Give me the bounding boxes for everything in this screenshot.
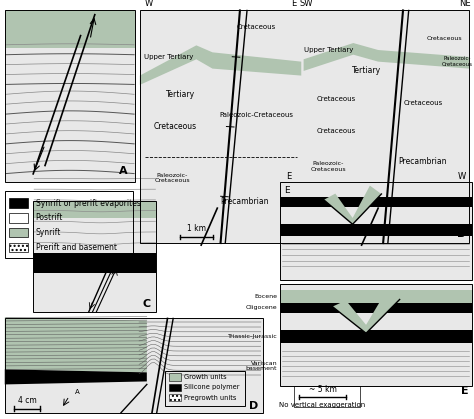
Text: Growth units: Growth units [184,374,227,380]
Text: Variscan
basement: Variscan basement [246,361,277,371]
Polygon shape [324,186,382,224]
Bar [169,384,181,391]
Polygon shape [140,45,301,85]
Text: Cretaceous: Cretaceous [403,101,443,106]
Bar [140,10,469,243]
Text: Postrift: Postrift [36,213,63,222]
Text: D: D [249,401,258,411]
Text: E: E [292,0,297,8]
Text: Paleozoic-
Cretaceous: Paleozoic- Cretaceous [310,161,346,172]
Bar [5,10,135,182]
Text: Cretaceous: Cretaceous [317,96,356,102]
Text: Paleozoic-
Cretaceous: Paleozoic- Cretaceous [155,173,190,183]
Text: Precambrian: Precambrian [399,157,447,166]
Text: A: A [119,166,128,176]
Text: W: W [458,173,466,181]
Bar [9,243,28,252]
Bar [280,182,472,280]
Text: Cretaceous: Cretaceous [427,36,462,41]
Text: Paleozoic-Cretaceous: Paleozoic-Cretaceous [219,112,293,118]
Text: 4 cm: 4 cm [18,396,36,405]
Bar [5,48,135,73]
Text: Oligocene: Oligocene [246,305,277,310]
Text: Synrift or prerift evaporites: Synrift or prerift evaporites [36,199,140,207]
Bar [280,284,472,386]
Bar [33,253,156,273]
Bar [9,228,28,238]
Bar [5,318,263,413]
Bar [5,191,133,258]
Polygon shape [5,318,147,372]
Text: Tertiary: Tertiary [165,90,195,99]
Text: No vertical exaggeration: No vertical exaggeration [280,402,365,408]
Text: A: A [74,389,79,395]
Text: Upper Tertiary: Upper Tertiary [144,54,193,60]
Text: Silicone polymer: Silicone polymer [184,384,239,391]
Bar [9,213,28,222]
Text: W: W [145,0,154,8]
Bar [5,10,135,48]
Text: Cretaceous: Cretaceous [237,24,276,30]
Bar [294,386,360,407]
Polygon shape [332,291,400,333]
Polygon shape [5,370,147,385]
Text: Upper Tertiary: Upper Tertiary [304,47,353,53]
Bar [33,201,156,312]
Text: E: E [284,186,290,195]
Bar [280,182,472,280]
Text: Triassic-Jurassic: Triassic-Jurassic [228,334,277,339]
Bar [280,330,472,344]
Text: SW: SW [299,0,313,8]
Polygon shape [304,43,469,71]
Text: ~ 5 km: ~ 5 km [309,385,337,393]
Bar [169,394,181,401]
Bar [280,197,472,207]
Text: Pregrowth units: Pregrowth units [184,395,236,401]
Bar [140,10,469,243]
Bar [165,371,246,406]
Bar [5,10,135,182]
Text: C: C [143,299,151,309]
Text: 1 km: 1 km [187,225,206,233]
Bar [9,199,28,208]
Bar [169,373,181,381]
Bar [280,303,472,313]
Bar [5,318,263,413]
Bar [33,201,156,312]
Text: Eocene: Eocene [254,294,277,299]
Text: B: B [456,229,465,239]
Text: NE: NE [459,0,470,8]
Text: Paleozoic-
Cretaceous: Paleozoic- Cretaceous [442,56,473,67]
Bar [280,224,472,236]
Bar [280,284,472,386]
Text: E: E [461,385,468,396]
Text: Cretaceous: Cretaceous [154,122,197,131]
Text: Prerift and basement: Prerift and basement [36,243,117,252]
Bar [280,290,472,303]
Text: Precambrian: Precambrian [220,197,269,206]
Text: Cretaceous: Cretaceous [317,128,356,134]
Text: Tertiary: Tertiary [352,67,381,75]
Bar [33,202,156,218]
Text: E: E [286,173,292,181]
Text: Synrift: Synrift [36,228,61,237]
